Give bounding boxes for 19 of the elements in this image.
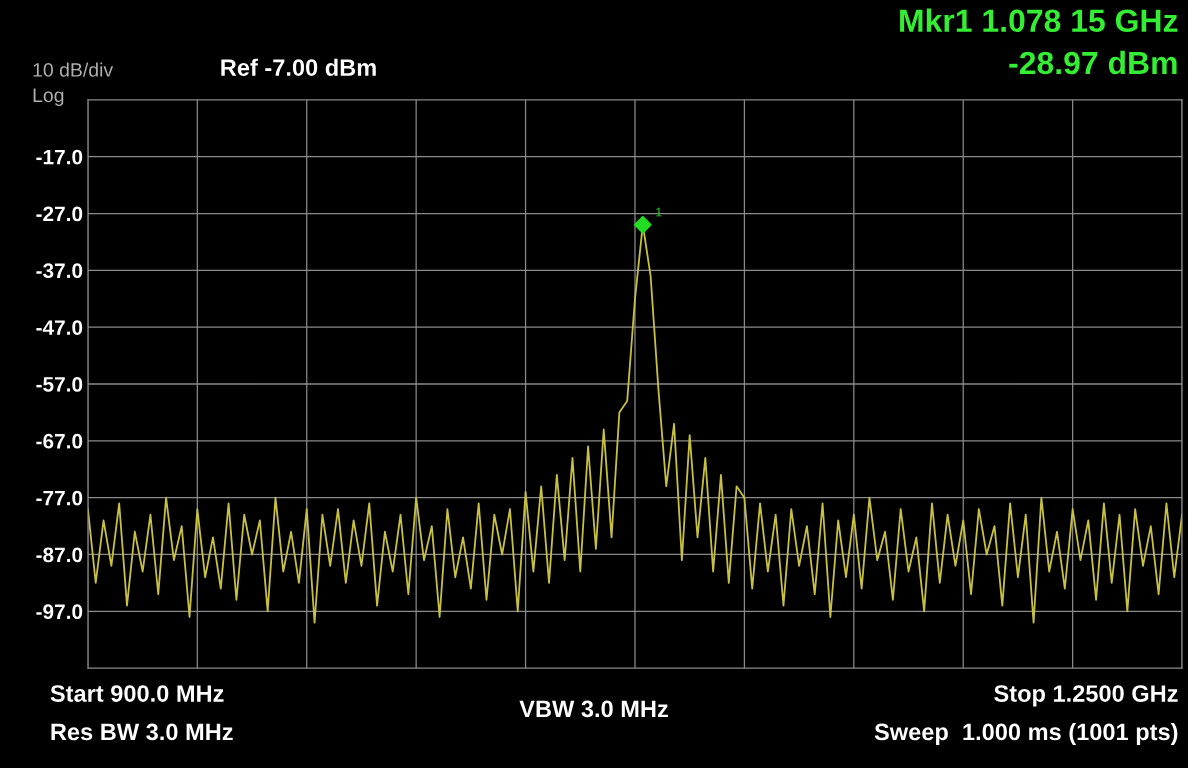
text: Log: [33, 88, 64, 106]
text: -28.97 dBm: [1009, 50, 1177, 75]
y-tick-label: -87.0: [36, 547, 83, 563]
y-tick-label: -97.0: [36, 604, 83, 620]
text: Res BW 3.0 MHz: [51, 723, 233, 741]
y-tick-label: -77.0: [36, 490, 83, 506]
text: 10 dB/div: [33, 62, 114, 77]
text: VBW 3.0 MHz: [519, 700, 668, 718]
text: Mkr1 1.078 15 GHz: [900, 8, 1178, 33]
text: Ref -7.00 dBm: [221, 58, 376, 76]
text: Sweep 1.000 ms (1001 pts): [874, 722, 1178, 745]
y-tick-label: -57.0: [36, 377, 83, 392]
y-tick-label: -27.0: [36, 206, 83, 222]
y-tick-label: -17.0: [36, 149, 83, 165]
y-tick-label: -47.0: [36, 320, 83, 335]
text: Start 900.0 MHz: [50, 685, 224, 702]
text: Stop 1.2500 GHz: [994, 685, 1178, 707]
y-tick-label: -37.0: [36, 263, 83, 279]
y-tick-label: -67.0: [36, 433, 83, 449]
